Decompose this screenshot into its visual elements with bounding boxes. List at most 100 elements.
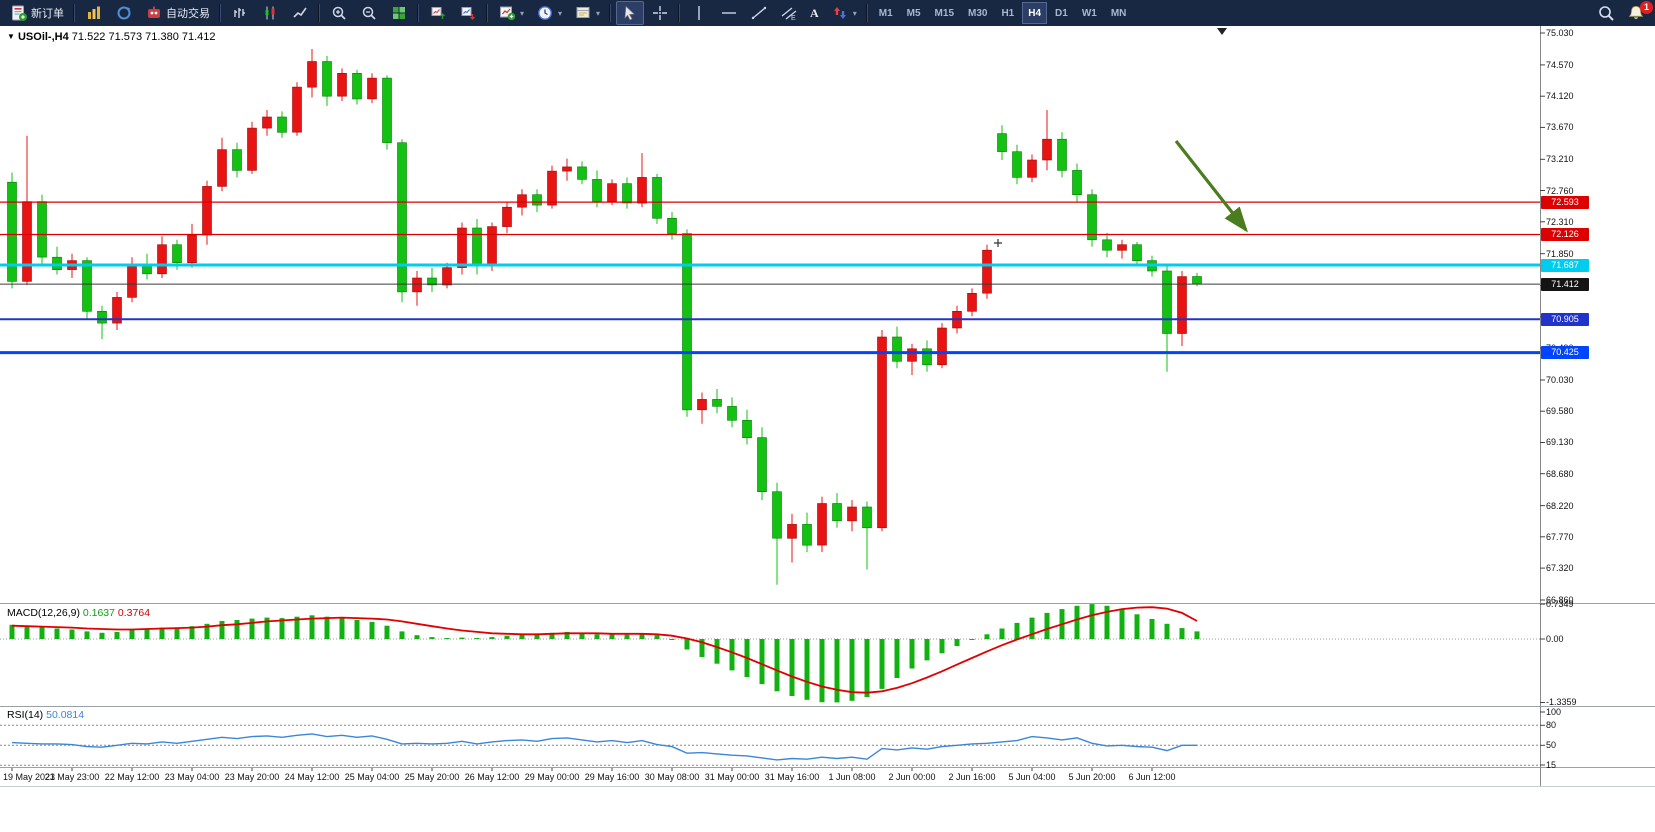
chevron-down-icon: ▾: [520, 8, 525, 18]
vertical-line-button[interactable]: [685, 1, 713, 25]
horizontal-line-button[interactable]: [715, 1, 743, 25]
accounts-button[interactable]: [80, 1, 108, 25]
toolbar-separator: [866, 4, 868, 22]
candle: [442, 267, 452, 286]
neworder-icon: [10, 4, 28, 22]
price-scale-label: 70.030: [1546, 375, 1574, 385]
candle: [532, 194, 542, 206]
macd-signal-value: 0.3764: [117, 607, 151, 619]
candle: [1132, 244, 1142, 261]
timeframe-h1[interactable]: H1: [1001, 7, 1015, 19]
candles-icon: [261, 4, 279, 22]
candle: [697, 399, 707, 411]
crosshair-button[interactable]: [646, 1, 674, 25]
timeframe-m5[interactable]: M5: [906, 7, 921, 19]
time-label: 23 May 04:00: [164, 772, 220, 782]
equidistant-channel-button[interactable]: E: [775, 1, 803, 25]
candle: [742, 419, 752, 438]
price-scale-label: 72.310: [1546, 217, 1574, 227]
candle: [1087, 194, 1097, 241]
rsi-scale-label: 50: [1546, 740, 1557, 750]
objects-list-button[interactable]: [454, 1, 482, 25]
price-scale-label: 71.850: [1546, 249, 1574, 259]
time-label: 5 Jun 04:00: [1008, 772, 1056, 782]
tile-windows-button[interactable]: [385, 1, 413, 25]
price-scale[interactable]: [1541, 26, 1655, 767]
timeframe-m15[interactable]: M15: [934, 7, 954, 19]
candle: [352, 73, 362, 100]
candle: [172, 244, 182, 263]
price-scale-label: 66.860: [1546, 595, 1574, 605]
price-scale-label: 68.680: [1546, 469, 1574, 479]
candle: [397, 142, 407, 293]
time-label: 22 May 12:00: [104, 772, 160, 782]
price-scale-label: 67.320: [1546, 563, 1574, 573]
arrows-icon: [831, 4, 849, 22]
candle: [802, 524, 812, 546]
refresh-button[interactable]: [110, 1, 138, 25]
templates-button[interactable]: ▾: [569, 1, 605, 25]
candle-chart-button[interactable]: [256, 1, 284, 25]
timeframe-w1[interactable]: W1: [1081, 7, 1097, 19]
toolbar-separator: [610, 4, 612, 22]
zoom-out-button[interactable]: [355, 1, 383, 25]
candle: [337, 73, 347, 97]
candle: [7, 181, 17, 282]
candle: [637, 177, 647, 204]
price-line-badge-70.905: 70.905: [1541, 313, 1589, 326]
search-icon: [1597, 4, 1615, 22]
trend-arrow[interactable]: [1174, 140, 1248, 233]
candle: [937, 327, 947, 366]
cursor-button[interactable]: [616, 1, 645, 25]
new-chart-button[interactable]: ▾: [493, 1, 529, 25]
period-button[interactable]: ▾: [531, 1, 567, 25]
candle: [1012, 151, 1022, 178]
search-button[interactable]: [1592, 1, 1620, 25]
notifications-button[interactable]: 1: [1622, 1, 1653, 25]
candle: [112, 297, 122, 324]
symbol-dropdown-icon[interactable]: ▼: [7, 32, 15, 41]
candle: [232, 149, 242, 171]
candle: [652, 177, 662, 219]
timeframe-mn[interactable]: MN: [1110, 7, 1127, 19]
candle: [577, 166, 587, 180]
price-line-badge-72.126: 72.126: [1541, 228, 1589, 241]
candle: [997, 133, 1007, 152]
price-scale-label: 67.770: [1546, 532, 1574, 542]
autotrade-button[interactable]: 自动交易: [140, 1, 215, 25]
candle: [97, 310, 107, 324]
trendline-button[interactable]: [745, 1, 773, 25]
autotrade-button-label: 自动交易: [166, 8, 210, 20]
candle: [562, 166, 572, 172]
macd-main-value: 0.1637: [82, 607, 115, 619]
new-order-button[interactable]: 新订单: [5, 1, 69, 25]
indicators-list-button[interactable]: [424, 1, 452, 25]
arrows-button[interactable]: ▾: [826, 1, 862, 25]
time-label: 19 May 2023: [3, 772, 56, 782]
candle: [727, 406, 737, 421]
vline-icon: [690, 4, 708, 22]
candle: [412, 277, 422, 293]
timeframe-h4[interactable]: H4: [1022, 2, 1048, 24]
bar-chart-button[interactable]: [226, 1, 254, 25]
tiles-icon: [390, 4, 408, 22]
text-button[interactable]: A: [805, 1, 824, 25]
line-chart-button[interactable]: [286, 1, 314, 25]
rsi-indicator-label: RSI(14) 50.0814: [7, 709, 84, 721]
candle: [322, 61, 332, 97]
timeframe-m1[interactable]: M1: [878, 7, 893, 19]
time-label: 5 Jun 20:00: [1068, 772, 1116, 782]
timeframe-m30[interactable]: M30: [968, 7, 988, 19]
price-scale-label: 68.220: [1546, 501, 1574, 511]
zoom-in-button[interactable]: [325, 1, 353, 25]
macd-signal-line: [11, 606, 1198, 694]
zoomin-icon: [330, 4, 348, 22]
price-scale-label: 73.670: [1546, 122, 1574, 132]
candle: [1072, 170, 1082, 195]
timeframe-d1[interactable]: D1: [1055, 7, 1068, 19]
cursor-icon: [621, 4, 639, 22]
candle: [367, 77, 377, 100]
candle: [547, 170, 557, 206]
